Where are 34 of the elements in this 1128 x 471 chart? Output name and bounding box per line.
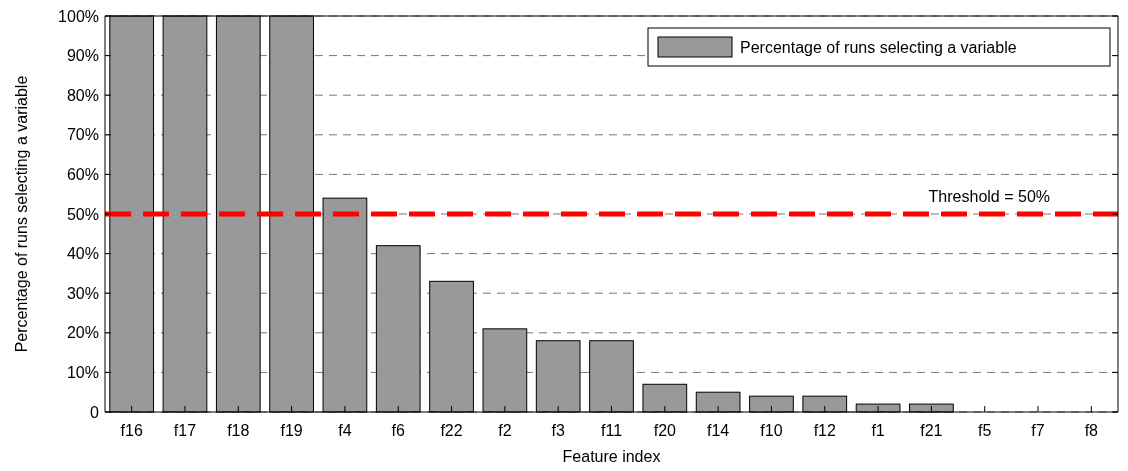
y-tick-label: 90% — [66, 47, 99, 65]
x-axis-title: Feature index — [562, 448, 661, 465]
x-tick-label: f10 — [760, 422, 783, 439]
legend-label: Percentage of runs selecting a variable — [740, 38, 1017, 56]
x-tick-label: f17 — [173, 422, 197, 439]
x-tick-label: f11 — [600, 422, 623, 439]
x-tick-label: f18 — [227, 422, 250, 439]
x-tick-label: f12 — [813, 422, 836, 439]
y-tick-label: 10% — [66, 364, 99, 381]
x-tick-label: f6 — [391, 422, 406, 439]
x-tick-label: f19 — [280, 422, 303, 439]
y-tick-label: 20% — [66, 324, 99, 342]
y-tick-label: 60% — [66, 166, 99, 183]
x-tick-label: f4 — [338, 422, 352, 439]
x-tick-label: f5 — [978, 422, 992, 439]
y-tick-label: 100% — [58, 7, 99, 25]
x-tick-label: f21 — [920, 422, 943, 439]
x-tick-label: f2 — [498, 422, 512, 439]
x-tick-label: f7 — [1031, 422, 1045, 439]
ref-line-label: Threshold = 50% — [928, 188, 1050, 205]
x-tick-label: f1 — [871, 422, 885, 439]
y-axis-title: Percentage of runs selecting a variable — [13, 75, 30, 353]
x-tick-label: f16 — [120, 422, 143, 439]
y-tick-label: 70% — [66, 126, 99, 144]
y-tick-label: 40% — [66, 245, 99, 263]
x-tick-label: f20 — [653, 422, 677, 439]
y-tick-label: 50% — [66, 205, 99, 223]
y-tick-label: 30% — [66, 284, 99, 302]
x-tick-label: f8 — [1084, 422, 1099, 439]
y-tick-label: 0 — [90, 403, 100, 421]
x-tick-label: f14 — [707, 422, 730, 439]
y-tick-label: 80% — [66, 86, 99, 104]
x-tick-label: f3 — [551, 422, 565, 439]
x-tick-label: f22 — [440, 422, 463, 439]
